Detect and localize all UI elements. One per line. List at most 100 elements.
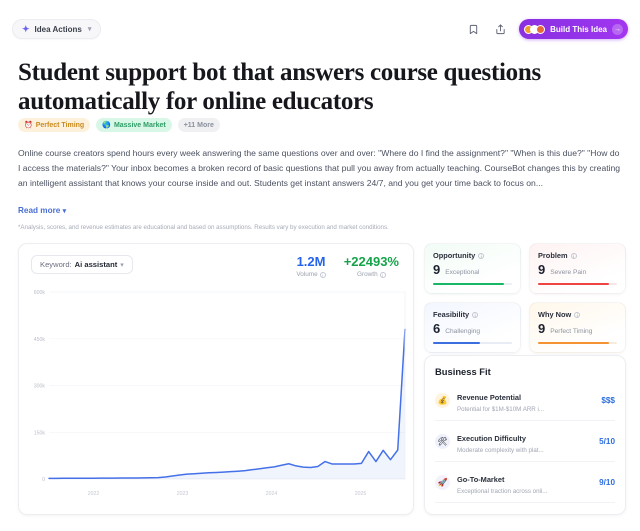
alarm-clock-icon: ⏰ bbox=[24, 121, 33, 129]
keyword-select[interactable]: Keyword: Ai assistant ▾ bbox=[31, 255, 133, 274]
score-value-row: 6 Challenging bbox=[433, 322, 512, 335]
score-title-row: Why Now i bbox=[538, 310, 617, 319]
volume-label-row: Volume i bbox=[296, 271, 326, 279]
tag-label: Massive Market bbox=[113, 121, 166, 129]
score-title: Problem bbox=[538, 251, 568, 260]
tag-label: +11 More bbox=[183, 121, 214, 129]
score-label: Exceptional bbox=[445, 269, 480, 276]
chart-stats: 1.2M Volume i +22493% Growth i bbox=[296, 254, 401, 279]
score-value-row: 9 Severe Pain bbox=[538, 263, 617, 276]
keyword-prefix: Keyword: bbox=[40, 260, 72, 269]
score-card-feasibility[interactable]: Feasibility i 6 Challenging bbox=[424, 302, 521, 353]
score-progress-bar bbox=[433, 283, 512, 285]
business-fit-sub: Exceptional traction across onli... bbox=[457, 488, 548, 495]
score-progress-bar bbox=[433, 342, 512, 344]
top-toolbar: ✦ Idea Actions ▾ bbox=[0, 14, 640, 44]
read-more-label: Read more bbox=[18, 206, 61, 215]
svg-text:2022: 2022 bbox=[88, 491, 100, 497]
build-this-idea-label: Build This Idea bbox=[550, 24, 607, 34]
info-icon[interactable]: i bbox=[472, 311, 479, 318]
score-title: Feasibility bbox=[433, 310, 470, 319]
score-card-why-now[interactable]: Why Now i 9 Perfect Timing bbox=[529, 302, 626, 353]
business-fit-text: Right for You? Ideal for edtech founders… bbox=[457, 510, 569, 514]
chevron-down-icon: ▾ bbox=[62, 208, 67, 215]
volume-value: 1.2M bbox=[296, 254, 326, 269]
business-fit-text: Execution Difficulty Moderate complexity… bbox=[457, 428, 592, 454]
score-title-row: Problem i bbox=[538, 251, 617, 260]
score-progress-fill bbox=[433, 342, 481, 344]
score-label: Severe Pain bbox=[550, 269, 587, 276]
volume-label: Volume bbox=[296, 271, 318, 279]
trend-line-chart[interactable]: 0 150k 300k 450k 600k 2022 2023 2024 2025 bbox=[25, 286, 409, 501]
chart-plot-area[interactable]: 0 150k 300k 450k 600k 2022 2023 2024 2025 bbox=[25, 286, 407, 501]
stat-growth: +22493% Growth i bbox=[344, 254, 399, 279]
share-icon[interactable] bbox=[492, 21, 508, 37]
business-fit-text: Go-To-Market Exceptional traction across… bbox=[457, 469, 592, 495]
info-icon[interactable]: i bbox=[570, 252, 577, 259]
build-this-idea-button[interactable]: Build This Idea → bbox=[519, 19, 628, 39]
tag-massive-market[interactable]: 🌎 Massive Market bbox=[96, 118, 172, 132]
globe-icon: 🌎 bbox=[102, 121, 111, 129]
sparkle-icon: ✦ bbox=[22, 23, 30, 34]
page-title: Student support bot that answers course … bbox=[18, 59, 541, 116]
svg-text:150k: 150k bbox=[34, 431, 46, 437]
read-more-button[interactable]: Read more ▾ bbox=[18, 206, 66, 215]
business-fit-title: Business Fit bbox=[435, 366, 491, 377]
score-value-row: 9 Perfect Timing bbox=[538, 322, 617, 335]
score-card-opportunity[interactable]: Opportunity i 9 Exceptional bbox=[424, 243, 521, 294]
svg-text:2024: 2024 bbox=[266, 491, 278, 497]
score-value: 9 bbox=[538, 262, 546, 277]
money-bag-icon: 💰 bbox=[435, 392, 450, 408]
score-progress-bar bbox=[538, 342, 617, 344]
info-icon[interactable]: i bbox=[478, 252, 485, 259]
business-fit-row-go-to-market[interactable]: 🚀 Go-To-Market Exceptional traction acro… bbox=[435, 462, 615, 503]
business-fit-sub: Moderate complexity with plat... bbox=[457, 447, 544, 454]
avatar bbox=[536, 24, 546, 34]
stat-volume: 1.2M Volume i bbox=[296, 254, 326, 279]
svg-text:2025: 2025 bbox=[355, 491, 367, 497]
tag-label: Perfect Timing bbox=[35, 121, 85, 129]
idea-actions-button[interactable]: ✦ Idea Actions ▾ bbox=[12, 19, 102, 39]
business-fit-value: 9/10 bbox=[599, 477, 615, 487]
chevron-down-icon: ▾ bbox=[120, 261, 124, 269]
business-fit-sub: Potential for $1M-$10M ARR i... bbox=[457, 406, 545, 413]
avatar-group bbox=[524, 24, 546, 34]
score-progress-fill bbox=[433, 283, 505, 285]
business-fit-name: Revenue Potential bbox=[457, 393, 522, 402]
score-label: Challenging bbox=[445, 328, 481, 335]
business-fit-name: Go-To-Market bbox=[457, 475, 505, 484]
tag-perfect-timing[interactable]: ⏰ Perfect Timing bbox=[18, 118, 91, 132]
tag-more-button[interactable]: +11 More bbox=[177, 118, 220, 132]
growth-label: Growth bbox=[357, 271, 378, 279]
business-fit-row-revenue-potential[interactable]: 💰 Revenue Potential Potential for $1M-$1… bbox=[435, 380, 615, 421]
business-fit-panel: Business Fit 💰 Revenue Potential Potenti… bbox=[424, 355, 626, 515]
score-value-row: 9 Exceptional bbox=[433, 263, 512, 276]
score-title-row: Opportunity i bbox=[433, 251, 512, 260]
tag-list: ⏰ Perfect Timing 🌎 Massive Market +11 Mo… bbox=[18, 118, 220, 132]
svg-text:600k: 600k bbox=[34, 290, 46, 296]
info-icon[interactable]: i bbox=[379, 271, 386, 278]
chart-header: Keyword: Ai assistant ▾ 1.2M Volume i +2… bbox=[19, 244, 413, 278]
rocket-icon: 🚀 bbox=[435, 474, 450, 490]
score-title-row: Feasibility i bbox=[433, 310, 512, 319]
info-icon[interactable]: i bbox=[574, 311, 581, 318]
score-value: 6 bbox=[433, 321, 441, 336]
info-icon[interactable]: i bbox=[319, 271, 326, 278]
keyword-value: Ai assistant bbox=[74, 260, 118, 269]
disclaimer-text: *Analysis, scores, and revenue estimates… bbox=[18, 224, 389, 231]
score-title: Opportunity bbox=[433, 251, 476, 260]
business-fit-value: 5/10 bbox=[599, 436, 615, 446]
business-fit-row-right-for-you[interactable]: 🧠 Right for You? Ideal for edtech founde… bbox=[435, 503, 615, 514]
svg-text:0: 0 bbox=[42, 477, 45, 483]
bookmark-icon[interactable] bbox=[465, 21, 481, 37]
business-fit-text: Revenue Potential Potential for $1M-$10M… bbox=[457, 387, 594, 413]
chevron-down-icon: ▾ bbox=[87, 26, 92, 33]
score-progress-fill bbox=[538, 283, 610, 285]
top-toolbar-right: Build This Idea → bbox=[465, 19, 628, 39]
tools-icon: 🛠 bbox=[435, 433, 450, 449]
score-card-problem[interactable]: Problem i 9 Severe Pain bbox=[529, 243, 626, 294]
business-fit-row-execution-difficulty[interactable]: 🛠 Execution Difficulty Moderate complexi… bbox=[435, 421, 615, 462]
idea-actions-label: Idea Actions bbox=[34, 24, 82, 34]
svg-text:450k: 450k bbox=[34, 337, 46, 343]
